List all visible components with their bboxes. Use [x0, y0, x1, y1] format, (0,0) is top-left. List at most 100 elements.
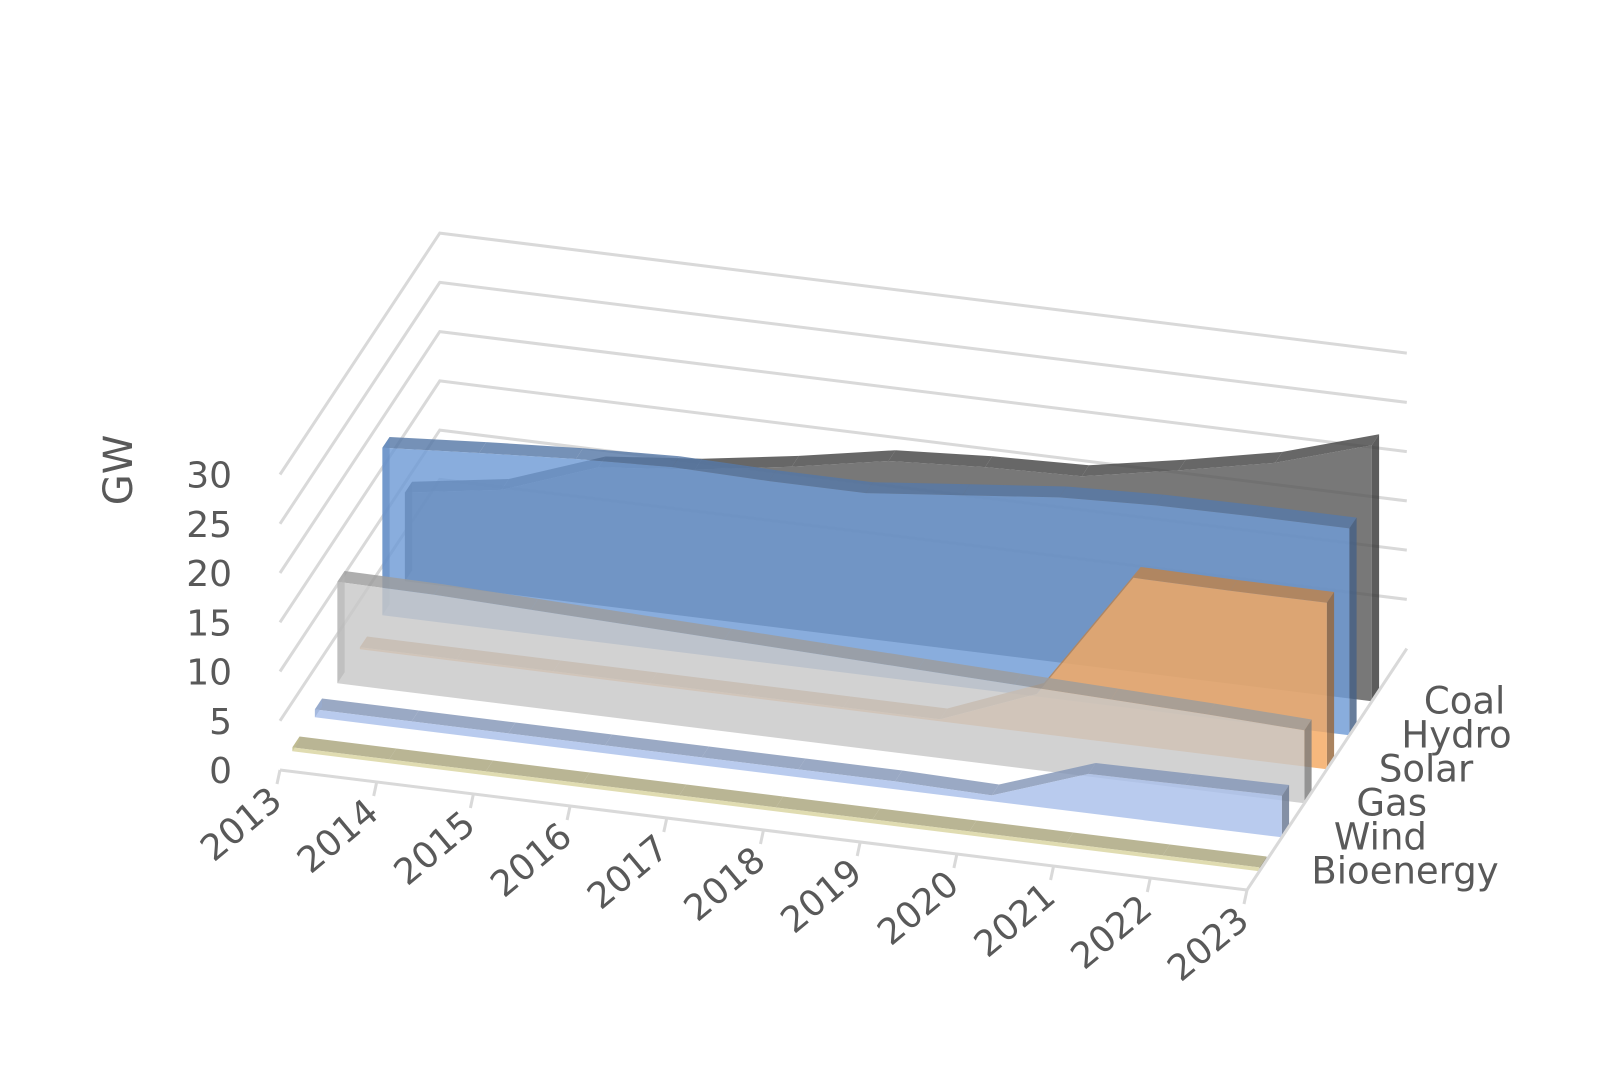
y-tick-label: 15 [186, 603, 232, 644]
y-axis-ticks: 0 5 10 15 20 25 30 [186, 456, 232, 793]
area-top-segment [701, 746, 806, 770]
x-tick-mark [662, 817, 669, 833]
gridline [278, 280, 1407, 525]
area-side-cap [1349, 517, 1357, 736]
y-tick-label: 25 [186, 505, 232, 546]
area-top-segment [337, 571, 442, 595]
area-top-segment [314, 698, 419, 722]
y-tick-label: 30 [186, 456, 232, 497]
gridline [278, 231, 1407, 476]
area-side-cap [1304, 719, 1312, 804]
area-front-face [337, 581, 1305, 804]
x-tick-label: 2021 [967, 875, 1064, 965]
area-top-segment [582, 772, 687, 796]
x-tick-mark [952, 853, 959, 869]
x-tick-mark [468, 793, 475, 809]
y-tick-label: 20 [186, 554, 232, 595]
x-tick-mark [275, 769, 282, 785]
area-top-segment [991, 763, 1096, 796]
depth-axis-line [1245, 647, 1409, 891]
y-axis-label: GW [96, 435, 142, 506]
area-top-segment [798, 758, 903, 782]
series-label-coal: Coal [1424, 679, 1505, 722]
area-top-segment [1185, 774, 1290, 796]
area-top-segment [1111, 688, 1215, 715]
x-tick-label: 2014 [290, 791, 387, 881]
area-top-segment [575, 448, 680, 468]
area-top-segment [1156, 494, 1260, 517]
area-top-segment [530, 598, 635, 625]
x-tick-label: 2017 [580, 827, 677, 917]
area-top-segment [411, 710, 516, 734]
area-left-cap [382, 437, 390, 616]
area-left-cap [314, 698, 323, 718]
area-top-segment [627, 613, 732, 640]
area-front-face [314, 709, 1282, 838]
area-top-segment [679, 784, 784, 808]
x-tick-mark [759, 829, 765, 845]
area-top-segment [872, 808, 977, 832]
x-tick-label: 2018 [677, 839, 774, 929]
gridline [278, 379, 1407, 624]
area-top-segment [888, 450, 993, 468]
area-top-segment [434, 584, 538, 610]
x-tick-mark [565, 805, 572, 821]
area-top-segment [917, 658, 1022, 685]
x-tick-mark [1145, 877, 1152, 893]
series-label-bioenergy: Bioenergy [1311, 849, 1498, 892]
area-top-segment [1178, 451, 1283, 471]
area-top-segment [1066, 832, 1170, 856]
area-top-segment [962, 484, 1067, 498]
series-areas [292, 434, 1380, 872]
series-label-gas: Gas [1356, 781, 1427, 824]
x-tick-label: 2022 [1064, 887, 1161, 977]
area-top-segment [985, 456, 1089, 477]
x-tick-mark [855, 841, 862, 857]
area-top-segment [1252, 505, 1357, 529]
area-top-segment [1088, 763, 1193, 785]
y-tick-label: 0 [209, 751, 232, 792]
area-side-cap [1281, 785, 1290, 838]
area-top-segment [479, 442, 583, 459]
area-side-cap [1371, 434, 1380, 702]
x-tick-label: 2020 [870, 863, 967, 953]
area-top-segment [791, 450, 896, 467]
series-gas [337, 571, 1312, 804]
area-top-segment [1014, 673, 1119, 700]
area-top-segment [1162, 844, 1267, 868]
series-wind [314, 698, 1290, 838]
area-top-segment [1275, 434, 1380, 463]
x-tick-mark [372, 781, 379, 797]
area-top-segment [672, 456, 777, 482]
area-top-segment [820, 643, 925, 670]
area-top-segment [485, 760, 590, 784]
area-top-segment [775, 796, 880, 820]
x-tick-label: 2016 [483, 815, 580, 905]
x-tick-label: 2013 [193, 779, 290, 869]
area-top-segment [382, 437, 487, 453]
x-tick-label: 2015 [387, 803, 484, 893]
area-top-segment [605, 734, 709, 758]
area-top-segment [969, 820, 1074, 844]
area-left-cap [292, 736, 300, 752]
area-side-cap [1326, 592, 1335, 770]
y-tick-label: 5 [209, 702, 232, 743]
area-top-segment [1207, 703, 1312, 731]
area-top-segment [724, 628, 829, 655]
series-label-hydro: Hydro [1401, 713, 1511, 756]
y-tick-label: 10 [186, 653, 232, 694]
x-tick-mark [1049, 865, 1056, 881]
area-front-face [292, 747, 1260, 872]
series-label-solar: Solar [1379, 747, 1474, 790]
area-top-segment [1059, 486, 1164, 506]
x-tick-label: 2023 [1160, 899, 1257, 989]
area-left-cap [337, 571, 345, 684]
area-top-segment [1081, 459, 1186, 477]
area-top-segment [508, 722, 613, 746]
area-top-segment [1230, 580, 1335, 603]
area-top-segment [389, 748, 493, 772]
area-top-segment [865, 482, 970, 496]
area-top-segment [769, 470, 874, 494]
